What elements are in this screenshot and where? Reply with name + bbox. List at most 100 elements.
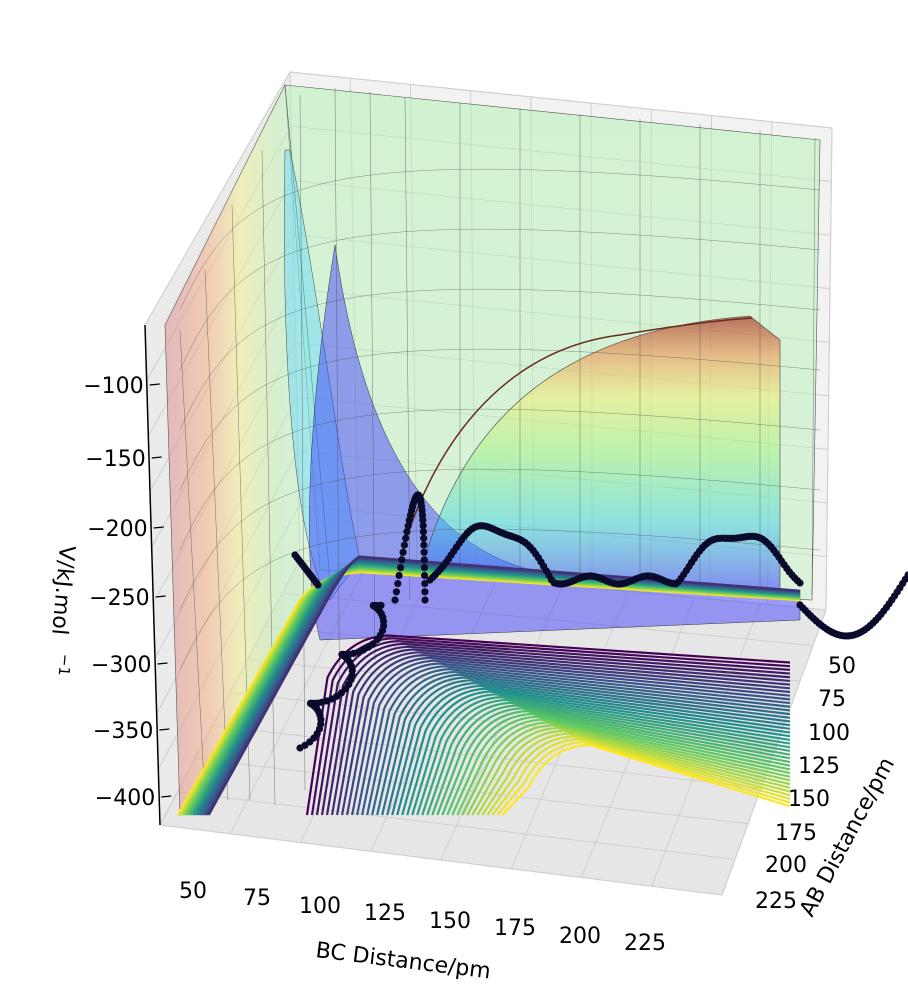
contour-line <box>446 712 791 816</box>
contour-line <box>501 743 791 816</box>
z-axis-label-exponent: −1 <box>55 653 75 677</box>
grid-line-z-back <box>289 71 833 129</box>
contour-line <box>366 668 791 816</box>
surface-rib <box>204 269 229 801</box>
trajectory-point <box>796 579 804 587</box>
surface-mesh-line <box>179 348 821 491</box>
z-tick-label: −150 <box>85 447 145 472</box>
potential-surface <box>164 83 821 816</box>
surface-mesh-line <box>179 408 821 551</box>
z-tick-mark <box>159 728 170 731</box>
contour-line <box>335 651 791 816</box>
x-tick-label: 225 <box>624 931 666 956</box>
contour-line <box>476 729 791 816</box>
grid-line-z-left <box>144 71 291 326</box>
contour-line <box>330 648 791 816</box>
z-tick-label: −100 <box>83 374 143 399</box>
x-axis-label: BC Distance/pm <box>314 938 492 984</box>
contour-line <box>376 673 791 816</box>
z-tick-label: −250 <box>89 586 149 611</box>
x-tick-label: 125 <box>364 901 406 926</box>
trajectory-point <box>403 528 411 536</box>
trajectory-point <box>419 522 427 530</box>
contour-line <box>451 715 791 816</box>
y-tick-label: 75 <box>818 687 846 712</box>
trajectory-point <box>419 516 427 524</box>
z-tick-label: −350 <box>93 719 153 744</box>
trajectory-point <box>392 588 400 596</box>
trajectory-point <box>418 511 427 519</box>
z-tick-label: −200 <box>87 517 147 542</box>
z-tick-mark <box>153 526 164 529</box>
y-tick-label: 200 <box>765 853 807 878</box>
trajectory-point <box>420 564 429 572</box>
trajectory-point <box>419 528 427 536</box>
contour-line <box>466 724 791 816</box>
trajectory-point <box>420 541 428 549</box>
trajectory-point <box>394 580 402 588</box>
y-tick-label: 50 <box>828 654 856 679</box>
z-axis-label: V/kJ.mol −1 <box>46 544 79 677</box>
trajectory-point <box>395 571 403 580</box>
surface-mesh-line <box>179 528 821 671</box>
surface-rib <box>334 87 341 761</box>
trajectory-point <box>421 580 429 588</box>
contour-line <box>496 740 791 816</box>
contour-line <box>371 670 791 816</box>
surface-mesh-line <box>179 228 821 371</box>
z-axis-ticks: −100 −150 −200 −250 −300 −350 −400 <box>83 374 172 811</box>
contour-line <box>426 701 791 816</box>
z-axis-spine <box>144 324 161 826</box>
surface-mesh-line <box>179 468 821 611</box>
trajectory-point <box>420 548 428 556</box>
contour-line <box>396 684 791 816</box>
trajectory-point <box>314 581 322 589</box>
x-tick-label: 150 <box>429 909 471 934</box>
trajectory-point <box>420 534 428 542</box>
surface-mesh-line <box>179 168 821 311</box>
contour-line <box>441 710 791 816</box>
y-tick-label: 125 <box>798 754 840 779</box>
contour-line <box>406 690 791 816</box>
contour-line <box>486 735 791 816</box>
contour-line <box>401 687 791 816</box>
trajectory-point <box>420 556 428 564</box>
contour-line <box>436 707 791 816</box>
surface-mesh-line <box>179 288 821 431</box>
contour-plot <box>176 555 801 816</box>
contour-line <box>341 654 791 816</box>
contour-line <box>320 642 791 816</box>
contour-line <box>431 704 791 816</box>
contour-line <box>391 682 791 816</box>
z-tick-label: −400 <box>95 786 155 811</box>
z-axis-label-text: V/kJ.mol <box>46 544 79 636</box>
x-tick-label: 100 <box>299 894 341 919</box>
contour-rim-line <box>207 555 801 816</box>
trajectory-point <box>398 556 406 564</box>
surface-valley <box>283 149 361 601</box>
surface-rib <box>179 329 206 801</box>
grid-line-back-vertical <box>825 127 833 611</box>
z-tick-label: −300 <box>91 653 151 678</box>
contour-line <box>471 726 791 816</box>
trajectory-point <box>421 596 429 604</box>
trajectory-point <box>377 601 385 609</box>
x-tick-label: 200 <box>559 924 601 949</box>
trajectory-point <box>391 596 399 604</box>
surface-rib <box>811 137 816 596</box>
contour-line <box>356 662 791 816</box>
contour-line <box>421 698 791 816</box>
y-tick-label: 150 <box>788 787 830 812</box>
contour-line <box>416 696 791 816</box>
trajectory-point <box>421 588 429 596</box>
x-tick-label: 50 <box>179 879 207 904</box>
z-tick-mark <box>151 456 162 459</box>
x-tick-label: 175 <box>494 916 536 941</box>
trajectory-point <box>904 571 908 579</box>
surface-ridge <box>399 317 753 561</box>
z-tick-mark <box>155 595 166 598</box>
trajectory-path <box>291 491 908 752</box>
trajectory-point <box>402 534 410 542</box>
contour-line <box>305 634 791 816</box>
y-tick-label: 100 <box>808 721 850 746</box>
